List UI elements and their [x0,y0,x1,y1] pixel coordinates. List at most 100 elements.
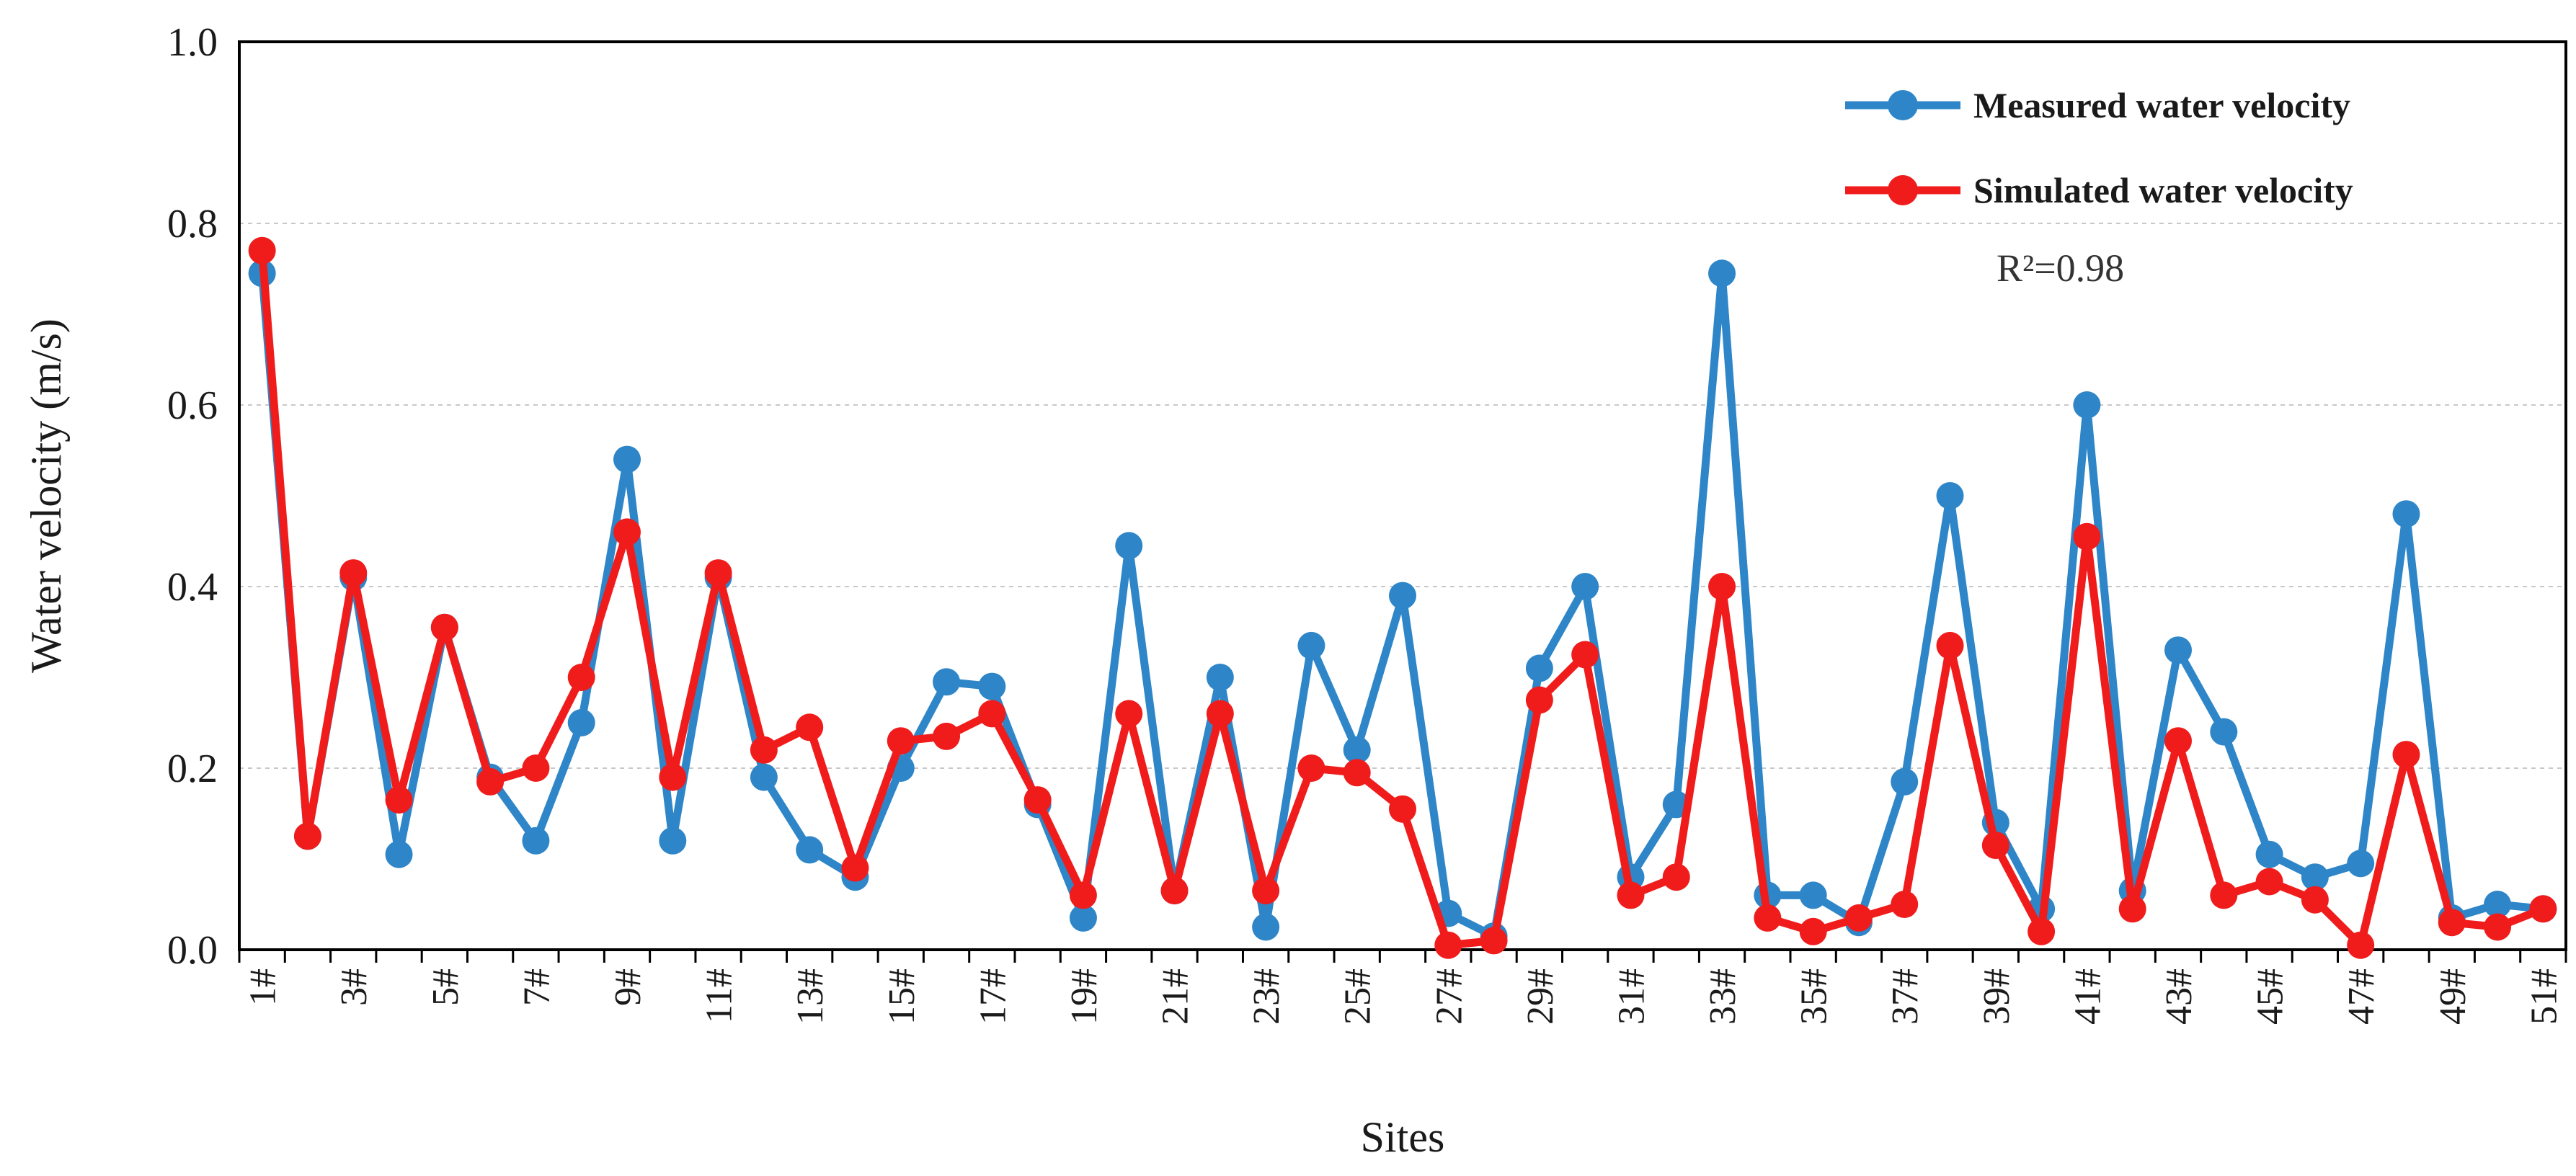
series-2-point [522,754,550,782]
series-2-point [933,722,961,750]
series-2-point [704,559,732,587]
series-2-point [1571,641,1599,669]
x-tick-label: 35# [1794,968,1835,1025]
series-1-point [1891,767,1919,796]
series-1-point [1708,259,1736,288]
x-tick-label: 17# [972,968,1013,1025]
series-2-point [1754,904,1782,932]
series-1-point [2255,840,2283,868]
legend-label: Simulated water velocity [1973,170,2353,210]
series-2-point [1297,754,1325,782]
x-tick-label: 13# [790,968,831,1025]
series-1-point [613,445,641,473]
x-tick-label: 9# [608,968,649,1006]
series-1-point [2073,391,2101,419]
series-2-point [1617,881,1645,909]
series-1-point [2347,850,2375,878]
x-tick-label: 33# [1702,968,1744,1025]
x-tick-label: 25# [1338,968,1379,1025]
series-1-point [2484,891,2512,918]
plot-frame [238,40,2567,951]
x-tick-label: 27# [1429,968,1470,1025]
series-2-point [2164,727,2192,755]
series-2-point [430,613,458,641]
series-2-point [1343,759,1371,787]
series-2-point [1844,904,1873,932]
x-tick-label: 39# [1976,968,2017,1025]
series-2-point [1981,832,2009,860]
x-tick-label: 5# [425,968,466,1006]
series-1-point [385,840,413,868]
series-2-point [796,713,824,741]
series-1-point [1389,582,1416,610]
series-2-point [1525,686,1553,714]
series-1-point [796,836,824,864]
series-2-point [1023,786,1052,814]
legend: Measured water velocity Simulated water v… [1845,85,2353,210]
y-tick-label: 0.4 [167,565,218,610]
series-2-point [476,767,505,796]
x-tick-label: 37# [1885,968,1926,1025]
series-2-point [887,727,915,755]
series-2-point [659,763,687,791]
series-2-point [293,822,321,850]
x-tick-label: 23# [1246,968,1287,1025]
series-2-point [2301,886,2329,914]
x-tick-label: 3# [334,968,375,1006]
series-2-point [2392,741,2420,769]
x-tick-label: 43# [2159,968,2200,1025]
series-1-point [1525,654,1553,682]
series-2-point [1160,877,1189,905]
series-1-point [1343,736,1371,764]
series-2-point [1069,881,1097,909]
x-tick-label: 11# [699,968,740,1023]
y-tick-label: 0.8 [167,202,218,246]
series-2-point [2118,895,2146,923]
series-2-point [1115,700,1143,728]
series-1-point [1115,532,1143,560]
series-2-point [2529,895,2557,923]
series-1-point [2164,636,2192,664]
series-1-point [659,827,687,855]
x-tick-label: 47# [2341,968,2382,1025]
series-2-point [1936,631,1964,659]
series-layer [248,236,2557,959]
x-tick-label: 51# [2523,968,2564,1025]
series-2-point [339,559,368,587]
legend-label: Measured water velocity [1973,85,2350,125]
series-2-point [1434,931,1462,959]
series-2-point [841,854,869,882]
y-tick-label: 1.0 [167,20,218,65]
x-tick-label: 49# [2433,968,2474,1025]
series-2-point [1206,700,1234,728]
series-1-point [567,709,595,736]
x-tick-label: 19# [1064,968,1105,1025]
series-2-point [385,786,413,814]
x-tick-label: 7# [516,968,557,1006]
series-1-point [750,763,778,791]
series-2-point [2438,909,2466,937]
series-2-point [2073,522,2101,551]
y-tick-label: 0.2 [167,747,218,791]
x-tick-label: 45# [2250,968,2291,1025]
x-tick-label: 29# [1520,968,1561,1025]
x-tick-label: 21# [1155,968,1196,1025]
series-2-point [1389,795,1416,823]
series-1-point [2392,500,2420,528]
series-1-point [1206,664,1234,691]
series-1-point [933,668,961,696]
series-1-point [978,672,1006,700]
series-2-point [613,518,641,546]
series-2-point [2028,917,2056,945]
y-axis-title: Water velocity (m/s) [22,318,70,673]
series-2-point [1799,917,1827,945]
series-1-point [522,827,550,855]
series-2-point [1252,877,1280,905]
r-squared-annotation: R²=0.98 [1997,246,2124,290]
series-1-point [1297,631,1325,659]
x-tick-label: 41# [2067,968,2108,1025]
series-1-point [1799,881,1827,909]
legend-swatch-marker [1888,90,1918,120]
series-2-point [2347,931,2375,959]
